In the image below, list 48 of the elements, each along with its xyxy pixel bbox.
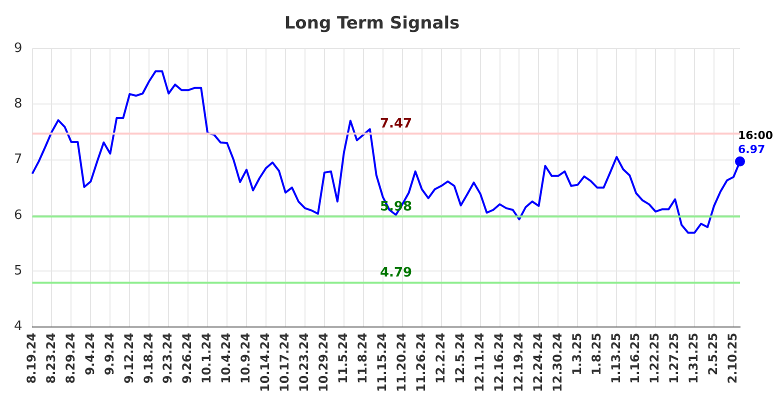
x-tick-label: 10.1.24 — [200, 332, 214, 384]
x-tick-label: 12.16.24 — [492, 332, 506, 392]
x-tick-label: 9.4.24 — [82, 332, 97, 376]
x-tick-label: 12.2.24 — [433, 332, 448, 384]
x-tick-label: 2.5.25 — [706, 332, 720, 376]
x-tick-label: 10.14.24 — [258, 332, 272, 392]
x-tick-label: 1.31.25 — [686, 332, 701, 384]
x-tick-label: 10.23.24 — [297, 332, 312, 392]
x-tick-label: 11.15.24 — [375, 332, 390, 392]
x-tick-label: 11.20.24 — [394, 332, 408, 392]
x-tick-label: 8.29.24 — [63, 332, 78, 384]
x-tick-label: 12.11.24 — [472, 332, 486, 392]
y-tick-label: 9 — [14, 40, 22, 56]
y-tick-label: 7 — [14, 152, 22, 168]
x-tick-label: 1.22.25 — [648, 332, 662, 384]
x-tick-label: 10.4.24 — [219, 332, 234, 384]
x-tick-label: 11.8.24 — [356, 332, 370, 384]
x-tick-label: 12.30.24 — [550, 332, 564, 392]
x-tick-label: 9.26.24 — [180, 332, 194, 384]
y-tick-label: 8 — [14, 96, 22, 112]
data-label: 6.97 — [738, 142, 766, 156]
x-tick-label: 8.19.24 — [24, 332, 38, 384]
x-tick-label: 10.9.24 — [238, 332, 253, 384]
x-tick-label: 1.3.25 — [570, 332, 584, 376]
annotation: 16:00 — [738, 128, 774, 142]
y-tick-label: 4 — [14, 319, 22, 334]
chart-title: Long Term Signals — [284, 14, 460, 34]
x-tick-label: 2.10.25 — [726, 332, 740, 384]
x-tick-label: 10.17.24 — [278, 332, 292, 392]
x-tick-label: 1.8.25 — [589, 332, 604, 376]
x-tick-label: 1.13.25 — [608, 332, 623, 384]
ref-line-label: 7.47 — [380, 116, 412, 132]
x-tick-label: 12.24.24 — [530, 332, 545, 392]
x-tick-label: 11.5.24 — [336, 332, 350, 384]
x-tick-label: 9.9.24 — [102, 332, 116, 376]
y-tick-label: 6 — [14, 208, 22, 223]
x-tick-label: 1.16.25 — [628, 332, 642, 384]
x-tick-label: 9.23.24 — [160, 332, 175, 384]
x-tick-label: 8.23.24 — [44, 332, 58, 384]
x-tick-label: 10.29.24 — [316, 332, 331, 392]
x-tick-label: 9.18.24 — [141, 332, 156, 384]
x-tick-label: 11.26.24 — [414, 332, 428, 392]
x-tick-label: 12.5.24 — [452, 332, 467, 384]
x-tick-label: 1.27.25 — [667, 332, 682, 384]
ref-line-label: 4.79 — [380, 266, 412, 281]
y-tick-label: 5 — [14, 263, 22, 278]
x-tick-label: 9.12.24 — [122, 332, 136, 384]
x-tick-label: 12.19.24 — [511, 332, 526, 392]
